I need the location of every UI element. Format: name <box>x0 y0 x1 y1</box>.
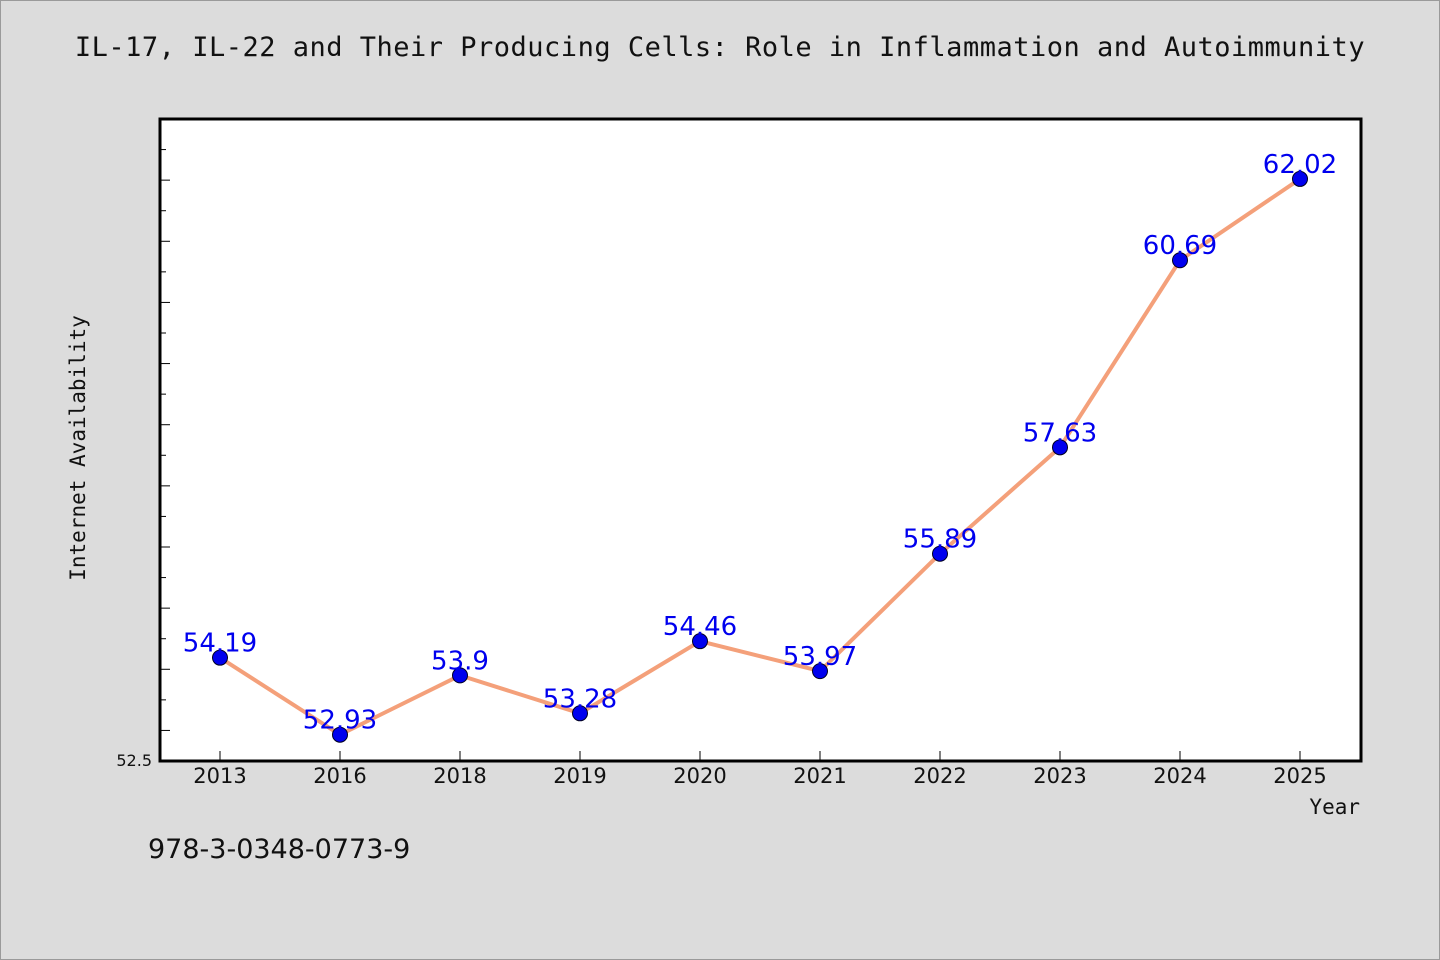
series-line-group <box>218 176 1302 737</box>
x-axis-ticks: 2013 2016 2018 2019 2020 2021 2022 2023 2024 2025 <box>193 751 1327 788</box>
data-point <box>1292 170 1308 187</box>
x-tick-label: 2022 <box>913 764 966 788</box>
data-point <box>452 667 468 684</box>
x-tick-label: 2018 <box>433 764 486 788</box>
data-label: 57.63 <box>1023 418 1097 448</box>
chart-title: IL-17, IL-22 and Their Producing Cells: … <box>74 32 1366 63</box>
isbn-text: 978-3-0348-0773-9 <box>148 834 411 865</box>
data-label: 54.19 <box>183 629 257 659</box>
x-tick-label: 2016 <box>313 764 366 788</box>
data-point <box>1052 439 1068 456</box>
x-axis-label: Year <box>1309 795 1360 819</box>
data-label: 53.97 <box>783 642 857 672</box>
data-labels: 54.19 52.93 53.9 53.28 54.46 53.97 55.89 57.63 6… <box>183 150 1337 736</box>
data-point <box>1172 252 1188 269</box>
data-point <box>572 705 588 722</box>
data-label: 54.46 <box>663 612 737 642</box>
data-markers <box>212 170 1308 743</box>
data-point <box>332 726 348 743</box>
y-tick-label-min: 52.5 <box>116 751 152 770</box>
series-line <box>218 176 1302 737</box>
x-tick-label: 2019 <box>553 764 606 788</box>
y-axis-ticks <box>160 149 170 762</box>
data-label: 53.28 <box>543 684 617 714</box>
data-point <box>812 663 828 680</box>
data-label: 53.9 <box>431 646 489 676</box>
data-point <box>212 649 228 666</box>
x-tick-label: 2020 <box>673 764 726 788</box>
x-tick-label: 2025 <box>1273 764 1326 788</box>
x-tick-label: 2024 <box>1153 764 1206 788</box>
data-label: 55.89 <box>903 525 977 555</box>
plot-area <box>158 117 1363 763</box>
x-tick-label: 2021 <box>793 764 846 788</box>
data-label: 60.69 <box>1143 231 1217 261</box>
x-tick-label: 2013 <box>193 764 246 788</box>
x-tick-label: 2023 <box>1033 764 1086 788</box>
data-label: 52.93 <box>303 706 377 736</box>
data-point <box>692 633 708 650</box>
data-point <box>932 545 948 562</box>
data-label: 62.02 <box>1263 150 1337 180</box>
